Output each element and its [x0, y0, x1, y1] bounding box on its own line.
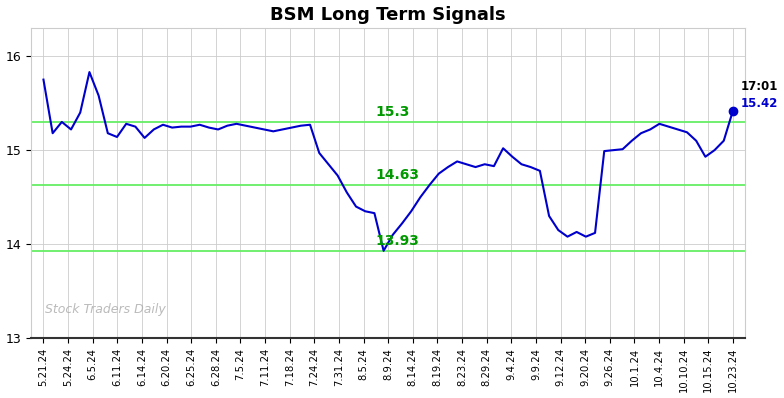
Text: 17:01: 17:01: [740, 80, 778, 93]
Text: 14.63: 14.63: [376, 168, 420, 182]
Text: 13.93: 13.93: [376, 234, 419, 248]
Text: Stock Traders Daily: Stock Traders Daily: [45, 304, 166, 316]
Text: 15.42: 15.42: [740, 97, 778, 110]
Text: 15.3: 15.3: [376, 105, 410, 119]
Title: BSM Long Term Signals: BSM Long Term Signals: [270, 6, 506, 23]
